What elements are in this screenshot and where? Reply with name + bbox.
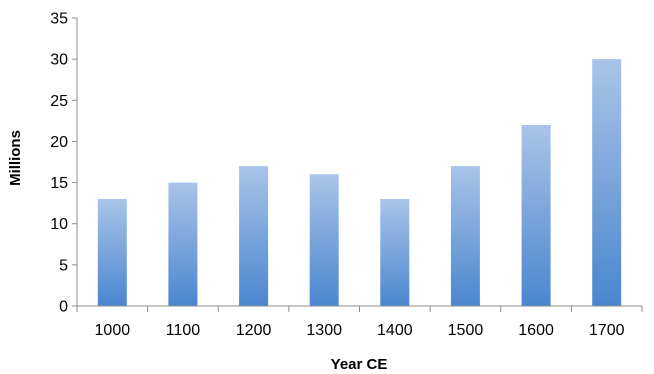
y-tick-label: 0 [59, 299, 68, 316]
y-axis-title: Millions [7, 130, 24, 186]
x-tick-label: 1200 [236, 322, 272, 339]
bar-1200 [239, 166, 269, 306]
y-tick-label: 25 [50, 93, 68, 110]
x-axis-title: Year CE [331, 356, 388, 373]
x-tick-label: 1100 [166, 322, 201, 339]
x-tick-label: 1000 [95, 322, 131, 339]
y-tick-label: 20 [50, 134, 68, 151]
bar-1600 [521, 125, 551, 306]
bars-group [97, 59, 622, 306]
x-tick-label: 1500 [448, 322, 484, 339]
bar-1500 [450, 166, 480, 306]
y-tick-label: 30 [50, 52, 68, 69]
bar-1400 [380, 199, 410, 306]
x-tick-label: 1300 [306, 322, 342, 339]
y-tick-label: 5 [59, 257, 68, 274]
x-tick-label: 1700 [589, 322, 625, 339]
bar-1300 [309, 174, 339, 306]
bar-1100 [168, 182, 198, 306]
bar-1700 [592, 59, 622, 306]
y-tick-label: 35 [50, 11, 68, 28]
axes-group [72, 17, 643, 312]
x-tick-label: 1600 [518, 322, 554, 339]
y-tick-labels: 0 5 10 15 20 25 30 35 [50, 11, 68, 316]
y-tick-label: 10 [50, 216, 68, 233]
y-tick-label: 15 [50, 175, 68, 192]
x-tick-labels: 1000 1100 1200 1300 1400 1500 1600 1700 [95, 322, 625, 339]
x-tick-label: 1400 [377, 322, 413, 339]
bar-1000 [97, 199, 127, 306]
